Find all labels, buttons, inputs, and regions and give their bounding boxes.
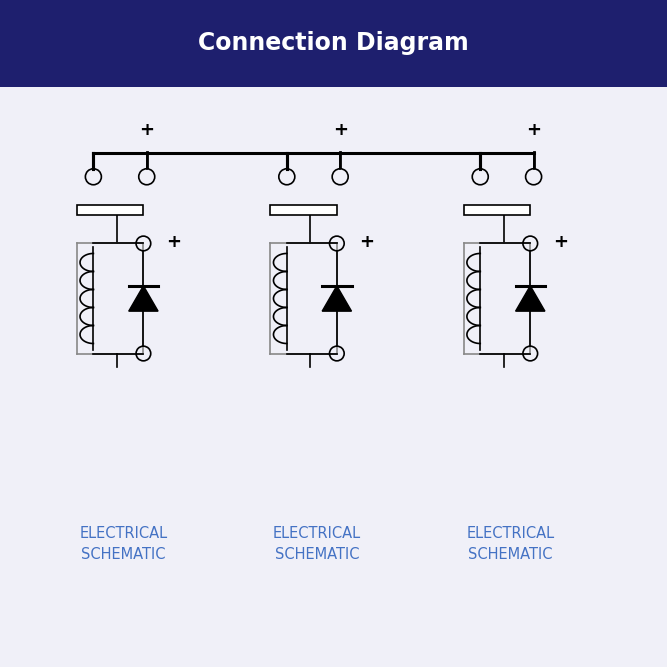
Bar	[0, 0, 667, 87]
Text: +: +	[139, 121, 154, 139]
Bar	[464, 205, 530, 215]
Bar	[77, 205, 143, 215]
Bar	[270, 205, 337, 215]
Polygon shape	[322, 285, 352, 311]
Polygon shape	[516, 285, 545, 311]
Text: +: +	[360, 233, 374, 251]
Text: Connection Diagram: Connection Diagram	[198, 31, 469, 55]
Text: ELECTRICAL
SCHEMATIC: ELECTRICAL SCHEMATIC	[273, 526, 361, 562]
Text: +: +	[166, 233, 181, 251]
Polygon shape	[129, 285, 158, 311]
Text: +: +	[526, 121, 541, 139]
Text: ELECTRICAL
SCHEMATIC: ELECTRICAL SCHEMATIC	[79, 526, 167, 562]
Text: ELECTRICAL
SCHEMATIC: ELECTRICAL SCHEMATIC	[466, 526, 554, 562]
Text: +: +	[553, 233, 568, 251]
Text: +: +	[333, 121, 348, 139]
